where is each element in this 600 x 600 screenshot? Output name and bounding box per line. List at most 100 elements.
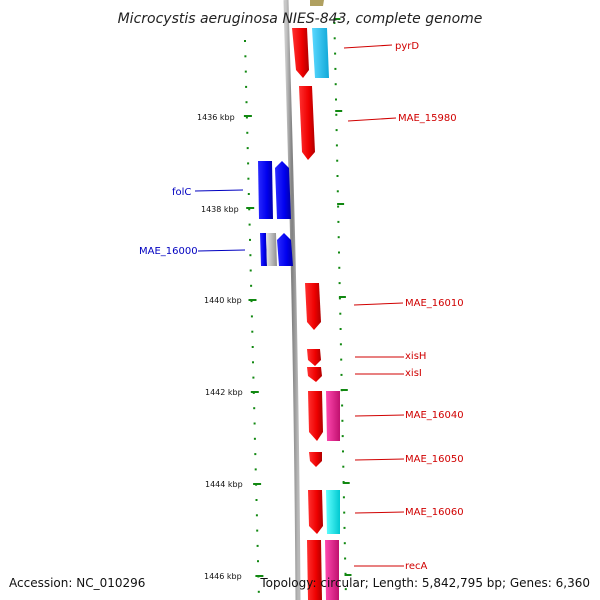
ruler-tick — [249, 238, 251, 241]
ruler-tick — [333, 22, 336, 24]
ruler-tick — [246, 147, 249, 150]
ruler-tick — [340, 373, 343, 376]
ruler-tick — [334, 52, 337, 55]
ruler-tick — [343, 542, 346, 545]
ruler-tick — [251, 346, 254, 348]
gene-label-folC[interactable]: folC — [172, 187, 191, 198]
gene-label-MAE_16060[interactable]: MAE_16060 — [405, 507, 464, 518]
ruler-tick — [335, 98, 337, 101]
ruler-tick — [245, 101, 248, 104]
kbp-label: 1444 kbp — [205, 480, 243, 489]
leader-line — [353, 302, 404, 306]
ruler-tick — [255, 514, 258, 517]
gene-MAE_16050[interactable] — [309, 452, 322, 467]
ruler-tick — [338, 282, 341, 285]
gene-xisI[interactable] — [307, 367, 322, 382]
gene-MAE_15980[interactable] — [299, 86, 315, 160]
gene-label-xisI[interactable]: xisI — [405, 368, 422, 379]
map-title: Microcystis aeruginosa NIES-843, complet… — [118, 11, 483, 27]
ruler-tick — [336, 190, 339, 193]
ruler-tick — [335, 129, 338, 132]
leader-line — [194, 189, 244, 192]
ruler-tick — [245, 85, 248, 88]
ruler-tick — [256, 544, 259, 547]
gene-MAE_16010[interactable] — [305, 283, 321, 330]
gene-label-xisH[interactable]: xisH — [405, 351, 426, 362]
accession-text: Accession: NC_010296 — [9, 576, 145, 590]
kbp-ruler — [243, 40, 264, 593]
ruler-tick — [334, 83, 337, 86]
leader-line — [354, 458, 405, 461]
ruler-tick — [338, 251, 340, 254]
leader-line — [354, 414, 405, 417]
gene-pyrD[interactable] — [292, 28, 329, 78]
kbp-label: 1436 kbp — [197, 113, 235, 122]
gene-label-recA[interactable]: recA — [405, 561, 428, 572]
ruler-tick — [341, 435, 344, 438]
leader-line — [354, 511, 405, 514]
ruler-tick — [248, 223, 251, 226]
ruler-tick — [334, 67, 337, 70]
ruler-tick — [344, 588, 347, 591]
ruler-tick — [244, 70, 247, 73]
ruler-tick — [257, 590, 260, 593]
ruler-tick — [250, 300, 253, 303]
ruler-tick — [250, 315, 253, 318]
kbp-label: 1446 kbp — [204, 572, 242, 581]
ruler-tick — [336, 159, 339, 162]
gene-recA[interactable] — [307, 540, 339, 600]
leader-line — [197, 249, 246, 252]
ruler-tick — [253, 422, 256, 425]
gene-label-MAE_15980[interactable]: MAE_15980 — [398, 113, 457, 124]
ruler-tick — [249, 269, 252, 272]
ruler-tick — [248, 208, 251, 211]
ruler-tick — [341, 404, 344, 407]
kbp-label: 1440 kbp — [204, 296, 242, 305]
ruler-tick — [338, 297, 341, 300]
ruler-tick — [336, 175, 339, 177]
secondary-ruler — [333, 18, 352, 591]
ruler-tick — [341, 419, 344, 422]
ruler-tick — [339, 328, 342, 330]
kbp-label: 1438 kbp — [201, 205, 239, 214]
ruler-tick — [343, 526, 346, 529]
genome-backbone — [283, 0, 301, 600]
ruler-tick — [344, 572, 347, 575]
ruler-tick — [249, 254, 252, 257]
ruler-tick — [257, 560, 259, 563]
leader-line — [343, 44, 393, 49]
ruler-tick — [337, 236, 340, 239]
ruler-tick — [343, 511, 346, 514]
gene-MAE_16000[interactable] — [260, 233, 293, 266]
ruler-tick — [255, 499, 258, 501]
ruler-tick — [245, 116, 248, 119]
gene-folC[interactable] — [258, 161, 291, 219]
gene-MAE_16060[interactable] — [308, 490, 340, 534]
ruler-tick — [254, 453, 257, 456]
gene-label-MAE_16010[interactable]: MAE_16010 — [405, 298, 464, 309]
gene-label-pyrD[interactable]: pyrD — [395, 41, 419, 52]
ruler-tick — [337, 205, 340, 208]
ruler-tick — [253, 407, 256, 410]
kbp-label: 1442 kbp — [205, 388, 243, 397]
ruler-tick — [252, 361, 254, 364]
ruler-tick — [244, 55, 247, 58]
ruler-tick — [246, 131, 249, 134]
ruler-tick — [342, 465, 345, 468]
ruler-tick — [250, 284, 253, 287]
ruler-tick — [333, 37, 336, 40]
ruler-tick — [244, 40, 246, 42]
ruler-tick — [256, 529, 259, 532]
ruler-tick — [338, 266, 341, 269]
gene-label-MAE_16050[interactable]: MAE_16050 — [405, 454, 464, 465]
ruler-tick — [251, 330, 254, 333]
gene-xisH[interactable] — [307, 349, 321, 366]
gene-MAE_16040[interactable] — [308, 391, 340, 441]
gene-label-MAE_16000[interactable]: MAE_16000 — [139, 246, 198, 257]
leader-line — [347, 117, 397, 122]
gene-label-MAE_16040[interactable]: MAE_16040 — [405, 410, 464, 421]
ruler-tick — [344, 557, 347, 560]
genome-summary-text: Topology: circular; Length: 5,842,795 bp… — [259, 576, 590, 590]
ruler-tick — [340, 358, 343, 361]
